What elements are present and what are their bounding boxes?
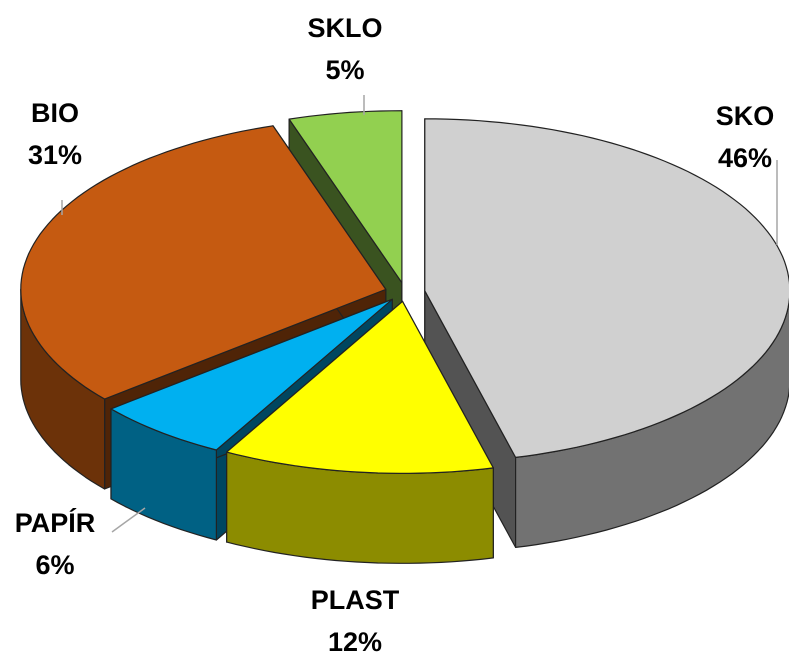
value-label: 31% — [28, 140, 82, 170]
leader-line — [111, 507, 146, 533]
slice — [424, 118, 789, 458]
slice — [226, 300, 494, 474]
category-label: SKO — [716, 101, 775, 131]
category-label: SKLO — [307, 13, 382, 43]
slice — [110, 298, 393, 451]
value-label: 46% — [718, 143, 772, 173]
category-label: PLAST — [311, 585, 400, 615]
slice — [288, 110, 403, 284]
category-label: BIO — [31, 98, 79, 128]
slice — [20, 125, 387, 400]
value-label: 12% — [328, 627, 382, 657]
category-label: PAPÍR — [15, 507, 96, 538]
value-label: 5% — [325, 55, 364, 85]
value-label: 6% — [35, 550, 74, 580]
